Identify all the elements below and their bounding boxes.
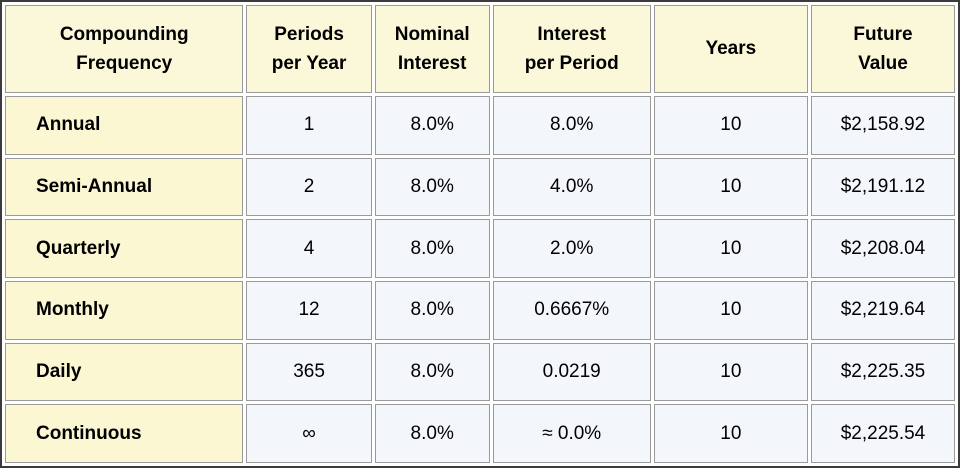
cell-daily-nominal-interest: 8.0% bbox=[374, 342, 490, 402]
table-row-continuous: Continuous ∞ 8.0% ≈ 0.0% 10 $2,225.54 bbox=[5, 404, 955, 463]
column-header-nominal-interest: Nominal Interest bbox=[374, 5, 490, 93]
row-label-monthly: Monthly bbox=[5, 280, 244, 340]
cell-quarterly-future-value: $2,208.04 bbox=[810, 219, 955, 278]
table-row-annual: Annual 1 8.0% 8.0% 10 $2,158.92 bbox=[5, 96, 955, 155]
row-label-semi-annual: Semi-Annual bbox=[5, 157, 244, 217]
cell-continuous-years: 10 bbox=[653, 404, 808, 463]
cell-continuous-nominal-interest: 8.0% bbox=[374, 404, 490, 463]
cell-semi-annual-interest-per-period: 4.0% bbox=[492, 157, 651, 217]
column-header-periods-per-year: Periods per Year bbox=[246, 5, 372, 93]
cell-semi-annual-nominal-interest: 8.0% bbox=[374, 157, 490, 217]
cell-semi-annual-future-value: $2,191.12 bbox=[810, 157, 955, 217]
cell-semi-annual-periods: 2 bbox=[246, 157, 372, 217]
table-row-quarterly: Quarterly 4 8.0% 2.0% 10 $2,208.04 bbox=[5, 219, 955, 278]
table-row-semi-annual: Semi-Annual 2 8.0% 4.0% 10 $2,191.12 bbox=[5, 157, 955, 217]
row-label-annual: Annual bbox=[5, 96, 244, 155]
cell-daily-years: 10 bbox=[653, 342, 808, 402]
cell-daily-periods: 365 bbox=[246, 342, 372, 402]
cell-monthly-interest-per-period: 0.6667% bbox=[492, 280, 651, 340]
cell-continuous-interest-per-period: ≈ 0.0% bbox=[492, 404, 651, 463]
cell-quarterly-years: 10 bbox=[653, 219, 808, 278]
cell-monthly-nominal-interest: 8.0% bbox=[374, 280, 490, 340]
row-label-continuous: Continuous bbox=[5, 404, 244, 463]
column-header-future-value: Future Value bbox=[810, 5, 955, 93]
table-row-daily: Daily 365 8.0% 0.0219 10 $2,225.35 bbox=[5, 342, 955, 402]
cell-annual-years: 10 bbox=[653, 96, 808, 155]
cell-quarterly-interest-per-period: 2.0% bbox=[492, 219, 651, 278]
cell-daily-interest-per-period: 0.0219 bbox=[492, 342, 651, 402]
cell-quarterly-periods: 4 bbox=[246, 219, 372, 278]
cell-annual-nominal-interest: 8.0% bbox=[374, 96, 490, 155]
cell-annual-periods: 1 bbox=[246, 96, 372, 155]
row-label-quarterly: Quarterly bbox=[5, 219, 244, 278]
cell-continuous-periods: ∞ bbox=[246, 404, 372, 463]
cell-semi-annual-years: 10 bbox=[653, 157, 808, 217]
cell-monthly-years: 10 bbox=[653, 280, 808, 340]
cell-annual-future-value: $2,158.92 bbox=[810, 96, 955, 155]
row-label-daily: Daily bbox=[5, 342, 244, 402]
cell-continuous-future-value: $2,225.54 bbox=[810, 404, 955, 463]
cell-quarterly-nominal-interest: 8.0% bbox=[374, 219, 490, 278]
cell-annual-interest-per-period: 8.0% bbox=[492, 96, 651, 155]
table-row-monthly: Monthly 12 8.0% 0.6667% 10 $2,219.64 bbox=[5, 280, 955, 340]
column-header-interest-per-period: Interest per Period bbox=[492, 5, 651, 93]
header-row: Compounding Frequency Periods per Year N… bbox=[5, 5, 955, 93]
column-header-years: Years bbox=[653, 5, 808, 93]
cell-monthly-periods: 12 bbox=[246, 280, 372, 340]
column-header-compounding-frequency: Compounding Frequency bbox=[5, 5, 244, 93]
cell-daily-future-value: $2,225.35 bbox=[810, 342, 955, 402]
cell-monthly-future-value: $2,219.64 bbox=[810, 280, 955, 340]
